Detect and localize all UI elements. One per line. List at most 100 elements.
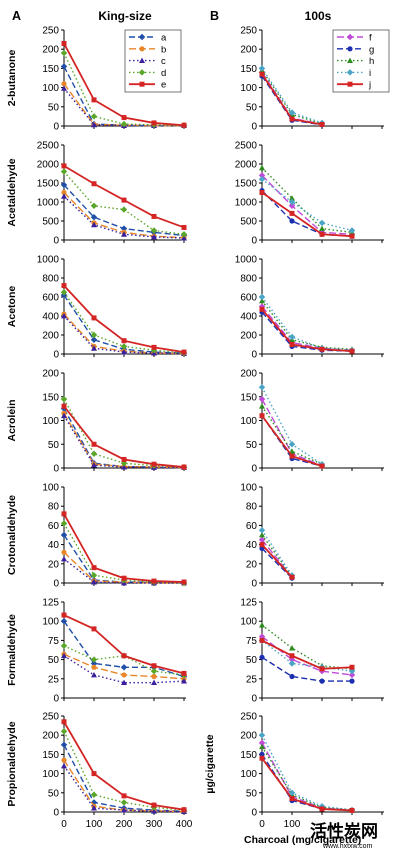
y-tick-label: 200: [42, 45, 59, 56]
y-axis-label: µg/cigarette: [204, 734, 216, 793]
data-point-e: [91, 181, 97, 187]
x-axis-label: Charcoal (mg/cigarette): [244, 834, 361, 846]
data-point-f: [258, 633, 266, 640]
data-point-c: [121, 807, 127, 813]
data-point-c: [91, 345, 97, 351]
series-line-h: [261, 534, 293, 577]
chart-12: 0 50 100 150 200 250 0 100 200 300 400 Propionaldeh…: [6, 712, 193, 831]
legend-label-j: j: [368, 80, 371, 91]
y-tick-label: 2000: [235, 160, 258, 171]
y-tick-label: 100: [240, 83, 257, 94]
data-point-j: [259, 71, 265, 77]
y-tick-label: 125: [240, 598, 257, 609]
data-point-h: [259, 622, 265, 628]
chart-7: 0 50 100 150 200: [240, 369, 384, 475]
data-point-a: [60, 531, 68, 539]
y-tick-label: 0: [251, 694, 257, 705]
data-point-i: [258, 527, 266, 534]
y-axis-label: Propionaldehyde: [6, 721, 18, 806]
data-point-a: [120, 664, 128, 671]
data-point-e: [121, 793, 127, 799]
data-point-e: [121, 456, 127, 462]
y-tick-label: 1000: [235, 198, 258, 209]
data-point-j: [349, 807, 355, 813]
legend-label-d: d: [161, 68, 166, 79]
data-point-j: [319, 231, 325, 237]
y-tick-label: 0: [251, 122, 257, 133]
data-point-h: [259, 743, 265, 750]
data-point-e: [91, 315, 97, 321]
data-point-i: [258, 176, 266, 183]
data-point-e: [61, 403, 67, 409]
data-point-c: [61, 85, 67, 91]
y-tick-label: 80: [48, 502, 60, 513]
legend-label-h: h: [369, 56, 374, 67]
data-point-d: [90, 113, 98, 120]
data-point-h: [319, 225, 325, 231]
chart-5: 0 200 400 600 800 1000: [235, 255, 384, 361]
legend-marker-g: [347, 46, 353, 52]
y-tick-label: 0: [251, 350, 257, 361]
y-tick-label: 800: [240, 274, 257, 285]
data-point-j: [259, 190, 265, 195]
y-tick-label: 100: [240, 769, 257, 780]
y-tick-label: 50: [246, 440, 258, 451]
y-tick-label: 1000: [37, 255, 60, 266]
y-tick-label: 20: [48, 559, 60, 570]
data-point-e: [181, 122, 187, 128]
data-point-c: [91, 579, 97, 585]
data-point-j: [259, 306, 265, 312]
data-point-j: [259, 637, 265, 643]
data-point-g: [349, 678, 355, 684]
data-point-e: [151, 344, 157, 350]
y-tick-label: 150: [42, 750, 59, 761]
data-point-d: [120, 206, 128, 213]
legend-label-g: g: [369, 44, 374, 55]
data-point-j: [319, 806, 325, 812]
y-tick-label: 250: [42, 712, 59, 723]
y-tick-label: 150: [240, 64, 257, 75]
data-point-c: [91, 671, 97, 678]
data-point-c: [91, 462, 97, 468]
data-point-j: [289, 796, 295, 802]
data-point-i: [288, 109, 296, 116]
y-tick-label: 40: [246, 540, 258, 551]
data-point-e: [91, 565, 97, 571]
data-point-d: [120, 343, 128, 350]
data-point-c: [61, 193, 67, 199]
series-line-d: [63, 398, 185, 468]
data-point-j: [289, 342, 295, 347]
data-point-c: [151, 679, 157, 686]
data-point-c: [61, 762, 67, 769]
y-tick-label: 600: [240, 293, 257, 304]
x-tick-label: 200: [116, 819, 133, 830]
data-point-e: [91, 626, 97, 632]
y-tick-label: 25: [246, 674, 258, 685]
y-tick-label: 50: [246, 102, 258, 113]
data-point-g: [289, 673, 295, 680]
y-tick-label: 0: [251, 464, 257, 475]
data-point-c: [151, 233, 157, 240]
series-line-i: [261, 529, 293, 576]
watermark-text: 活性炭网: [310, 821, 378, 841]
y-tick-label: 50: [48, 655, 60, 666]
data-point-b: [121, 672, 127, 678]
data-point-d: [150, 347, 158, 354]
y-tick-label: 125: [42, 598, 59, 609]
legend-label-a: a: [161, 33, 167, 44]
data-point-e: [61, 40, 67, 46]
data-point-i: [288, 441, 296, 448]
y-tick-label: 100: [42, 83, 59, 94]
data-point-i: [288, 789, 296, 796]
x-tick-label: 100: [86, 819, 103, 830]
series-line-d: [63, 171, 185, 235]
data-point-d: [150, 667, 158, 675]
data-point-d: [150, 227, 158, 234]
chart-4: 0 200 400 600 800 1000 Acetone: [6, 255, 188, 361]
data-point-i: [258, 293, 266, 301]
y-tick-label: 500: [240, 217, 257, 228]
y-tick-label: 250: [240, 26, 257, 37]
data-point-a: [60, 63, 68, 70]
y-axis-label: Acetone: [6, 286, 18, 328]
y-tick-label: 200: [42, 331, 59, 342]
